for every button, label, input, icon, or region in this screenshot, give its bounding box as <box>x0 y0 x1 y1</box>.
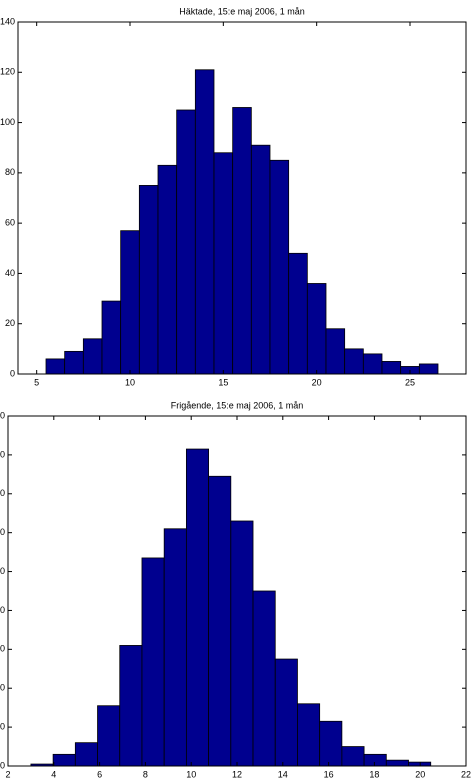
y-tick-label: 140 <box>0 16 15 26</box>
bar <box>176 109 196 375</box>
bar <box>319 720 343 767</box>
y-tick-label: 140 <box>0 488 5 498</box>
y-tick-label: 60 <box>5 218 15 228</box>
x-tick-label: 22 <box>461 769 471 779</box>
bar <box>64 350 84 375</box>
bar <box>306 283 327 375</box>
x-tick-label: 2 <box>5 769 10 779</box>
bar <box>274 658 298 767</box>
y-tick-label: 80 <box>0 605 5 615</box>
bar <box>230 520 254 767</box>
bar <box>325 328 346 375</box>
bar <box>194 69 215 375</box>
bar <box>288 252 308 375</box>
bar <box>185 448 210 767</box>
bar <box>163 528 187 767</box>
y-tick-label: 60 <box>0 644 5 654</box>
x-tick-label: 25 <box>405 377 415 387</box>
bar <box>381 361 402 375</box>
bar <box>252 590 276 767</box>
bar <box>119 645 143 767</box>
x-tick-label: 20 <box>312 377 322 387</box>
bar <box>213 152 234 375</box>
x-tick-label: 10 <box>186 769 196 779</box>
chart-title: Frigående, 15:e maj 2006, 1 mån <box>171 400 304 410</box>
bar <box>52 753 76 767</box>
bar <box>385 759 409 767</box>
bar <box>97 705 121 767</box>
bar <box>250 144 271 375</box>
bar <box>341 746 365 767</box>
x-tick-label: 6 <box>97 769 102 779</box>
bar <box>408 761 432 767</box>
y-tick-label: 120 <box>0 67 15 77</box>
bar <box>120 230 140 375</box>
x-tick-label: 5 <box>34 377 39 387</box>
x-tick-label: 18 <box>369 769 379 779</box>
bar <box>208 475 232 767</box>
y-tick-label: 40 <box>5 268 15 278</box>
plot-frame <box>17 21 467 375</box>
y-tick-label: 20 <box>0 721 5 731</box>
y-tick-label: 160 <box>0 449 5 459</box>
bar <box>269 159 290 375</box>
y-tick-label: 0 <box>0 760 5 770</box>
x-tick-label: 16 <box>324 769 334 779</box>
chart-title: Häktade, 15:e maj 2006, 1 mån <box>179 6 305 16</box>
y-tick-label: 80 <box>5 167 15 177</box>
bar <box>45 358 66 375</box>
x-tick-label: 12 <box>232 769 242 779</box>
y-tick-label: 120 <box>0 527 5 537</box>
y-tick-label: 180 <box>0 410 5 420</box>
x-tick-label: 4 <box>51 769 56 779</box>
x-tick-label: 8 <box>143 769 148 779</box>
y-tick-label: 40 <box>0 683 5 693</box>
bar <box>82 338 103 375</box>
x-tick-label: 15 <box>218 377 228 387</box>
bar <box>363 753 387 767</box>
y-tick-label: 20 <box>5 318 15 328</box>
bar <box>362 353 383 375</box>
bar <box>418 363 439 375</box>
x-tick-label: 20 <box>415 769 425 779</box>
bar <box>141 557 165 767</box>
y-tick-label: 0 <box>10 368 15 378</box>
bar <box>344 348 364 375</box>
y-tick-label: 100 <box>0 566 5 576</box>
bar <box>157 164 178 375</box>
x-tick-label: 14 <box>278 769 288 779</box>
bar <box>232 107 252 375</box>
bar <box>138 185 159 375</box>
y-tick-label: 100 <box>0 117 15 127</box>
x-tick-label: 10 <box>125 377 135 387</box>
bar <box>297 703 321 767</box>
bar <box>74 742 98 767</box>
bar <box>101 300 122 375</box>
